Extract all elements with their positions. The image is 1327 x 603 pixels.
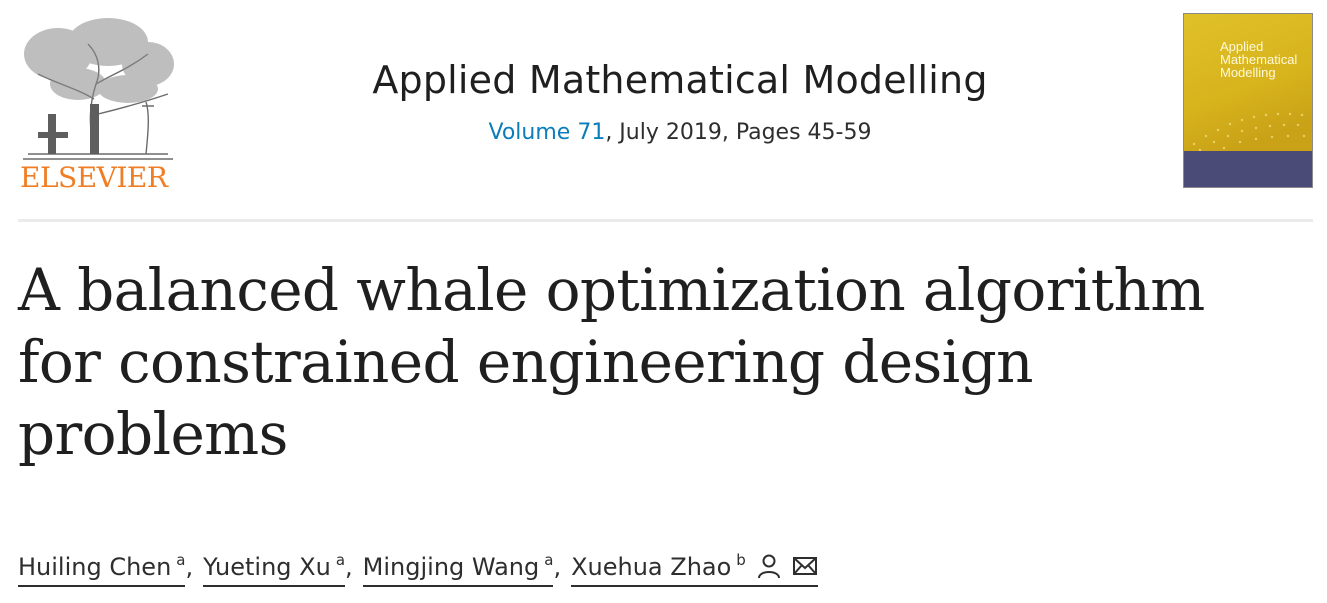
article-title: A balanced whale optimization algorithm … [18,256,1205,468]
author-list: Huiling Chen a , Yueting Xu a , Mingjing… [18,543,818,587]
affiliation-marker: a [335,551,346,569]
volume-link[interactable]: Volume 71 [488,120,606,145]
affiliation-marker: a [544,551,554,569]
publisher-logo[interactable]: ELSEVIER [18,14,178,194]
affiliation-marker: a [176,551,186,569]
person-icon [757,554,780,579]
journal-cover-thumbnail[interactable]: Applied Mathematical Modelling [1183,13,1313,188]
author-separator: , [345,553,353,581]
article-header: ELSEVIER Applied Mathematical Modelling … [0,0,1327,222]
issue-line: Volume 71, July 2019, Pages 45-59 [300,120,1060,145]
author-separator: , [185,553,194,581]
publisher-wordmark: ELSEVIER [20,161,168,194]
cover-title: Applied Mathematical Modelling [1220,39,1298,80]
author-link[interactable]: Yueting Xu a [203,551,346,587]
cover-band [1184,151,1312,187]
mail-icon [792,557,817,575]
author-link[interactable]: Huiling Chen a [18,551,186,587]
author-link[interactable]: Mingjing Wang a [362,551,554,587]
author-separator: , [553,553,562,581]
header-divider [18,219,1313,222]
journal-title-link[interactable]: Applied Mathematical Modelling [372,58,988,102]
elsevier-tree-icon [23,18,174,160]
author-link-corresponding[interactable]: Xuehua Zhao b [571,551,818,587]
journal-info: Applied Mathematical Modelling Volume 71… [300,58,1060,145]
cover-pattern-icon [1192,112,1306,152]
issue-details: , July 2019, Pages 45-59 [605,120,872,145]
affiliation-marker: b [736,551,746,569]
